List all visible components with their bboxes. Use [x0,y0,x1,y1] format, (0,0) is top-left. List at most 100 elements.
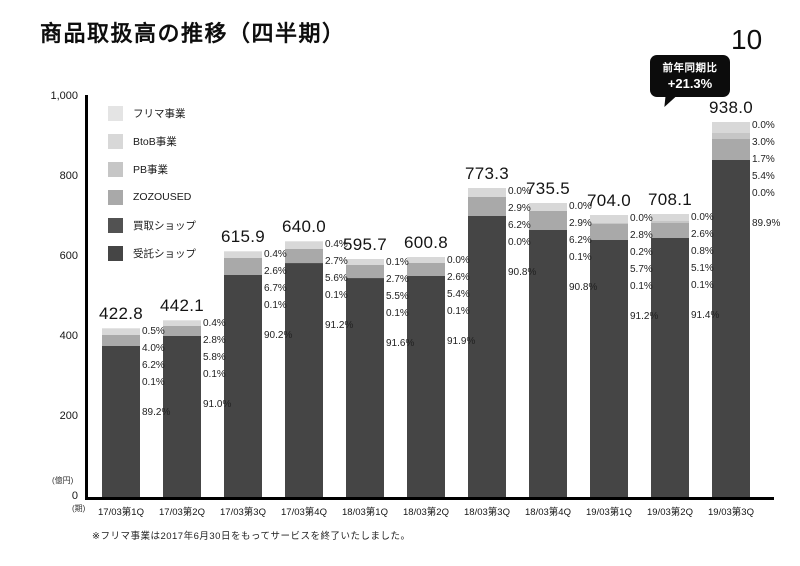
pct-label-furima-jigyo: 0.4% [203,318,226,330]
bar-19/03第2Q [651,213,689,497]
pct-label-btob-jigyo: 2.9% [569,217,592,229]
pct-label-btob-jigyo: 2.6% [691,228,714,240]
pct-label-kaitori-shop: 0.1% [264,299,287,311]
bar-segment-btob-jigyo [712,121,750,134]
bar-value-label: 422.8 [98,303,144,323]
legend-label-pb-jigyo: PB事業 [133,163,169,176]
pct-label-furima-jigyo: 0.0% [630,213,653,225]
bar-pct-labels: 0.4% 2.6% 6.7% 0.1% 90.2% [264,246,292,344]
legend-swatch-btob-jigyo [108,133,123,149]
pct-spacer [203,383,231,396]
bar-segment-zozoused [102,335,140,346]
x-tick-label: 17/03第3Q [220,507,266,518]
pct-label-btob-jigyo: 2.7% [386,273,409,285]
pct-label-zozoused: 6.2% [142,359,165,371]
bar-segment-pb-jigyo [590,223,628,224]
bar-value-label: 615.9 [220,226,266,246]
pct-label-kaitori-shop: 0.1% [203,369,226,381]
pct-label-jutaku-shop: 91.9% [447,335,476,347]
pct-label-furima-jigyo: 0.0% [508,185,531,197]
legend-item-furima-jigyo: フリマ事業 [108,99,196,127]
pct-label-furima-jigyo: 0.0% [447,254,470,266]
bar-segment-furima-jigyo [163,320,201,321]
bar-value-label: 735.5 [525,178,571,198]
pct-label-jutaku-shop: 91.4% [691,309,720,321]
bar-value-label: 704.0 [586,191,632,211]
bar-pct-labels: 0.0% 2.6% 0.8% 5.1% 0.1% 91.4% [691,209,719,324]
legend-label-kaitori-shop: 買取ショップ [133,219,196,232]
bar-18/03第4Q [529,202,567,497]
bar-segment-btob-jigyo [407,256,445,263]
bar-segment-jutaku-shop [163,336,201,497]
pct-label-kaitori-shop: 0.0% [508,236,531,248]
pct-spacer [569,266,597,279]
x-tick-label: 18/03第3Q [464,507,510,518]
bar-segment-jutaku-shop [712,159,750,497]
pct-spacer [142,391,170,404]
bar-segment-jutaku-shop [102,346,140,497]
pct-label-kaitori-shop: 0.1% [569,251,592,263]
y-tick-label: 200 [59,410,78,422]
x-tick-label: 19/03第1Q [586,507,632,518]
y-tick-label: 600 [59,250,78,262]
page-number: 10 [731,24,763,55]
pct-label-jutaku-shop: 89.2% [142,406,171,418]
bar-value-label: 442.1 [159,296,205,316]
bar-segment-jutaku-shop [468,215,506,497]
pct-label-zozoused: 5.4% [447,288,470,300]
pct-spacer [264,314,292,327]
y-tick-label: 800 [59,170,78,182]
pct-label-kaitori-shop: 0.1% [325,290,348,301]
bar-pct-labels: 0.0% 2.6% 5.4% 0.1% 91.9% [447,252,475,350]
pct-spacer [752,202,780,215]
pct-label-zozoused: 5.6% [325,273,348,284]
bar-value-label: 938.0 [708,97,754,117]
x-tick-label: 17/03第1Q [98,507,144,518]
pct-label-kaitori-shop: 0.1% [691,279,714,291]
bar-pct-labels: 0.1% 2.7% 5.5% 0.1% 91.6% [386,254,414,352]
pct-label-furima-jigyo: 0.0% [752,119,775,131]
bar-value-label: 595.7 [342,234,388,254]
bar-segment-zozoused [590,223,628,240]
bar-17/03第3Q [224,250,262,497]
pct-label-furima-jigyo: 0.0% [691,211,714,223]
pct-label-jutaku-shop: 90.8% [508,266,537,278]
x-tick-label: 18/03第1Q [342,507,388,518]
yoy-callout-label: 前年同期比 [662,62,718,74]
bar-segment-jutaku-shop [407,276,445,497]
legend-label-btob-jigyo: BtoB事業 [133,135,177,148]
bar-segment-jutaku-shop [285,263,323,497]
bar-segment-btob-jigyo [468,187,506,197]
bar-pct-labels: 0.0% 3.0% 1.7% 5.4% 0.0% 89.9% [752,117,780,232]
pct-label-btob-jigyo: 2.7% [325,256,348,267]
bar-segment-btob-jigyo [529,202,567,212]
y-tick-label: 1,000 [50,90,78,102]
pct-label-btob-jigyo: 2.8% [630,230,653,242]
legend-item-kaitori-shop: 買取ショップ [108,211,196,239]
pct-spacer [447,320,475,333]
legend-label-zozoused: ZOZOUSED [133,191,192,203]
bar-segment-btob-jigyo [346,258,384,266]
legend-swatch-zozoused [108,189,123,205]
bar-pct-labels: 0.5% 4.0% 6.2% 0.1% 89.2% [142,323,170,421]
pct-label-pb-jigyo: 0.2% [630,247,653,259]
bar-17/03第4Q [285,241,323,497]
bar-segment-zozoused [407,262,445,276]
pct-label-zozoused: 5.1% [691,262,714,274]
bar-pct-labels: 0.0% 2.9% 6.2% 0.1% 90.8% [569,198,597,296]
legend-swatch-pb-jigyo [108,161,123,177]
pct-spacer [691,294,719,307]
pct-label-furima-jigyo: 0.1% [386,256,409,268]
pct-label-zozoused: 5.4% [752,170,775,182]
bar-segment-btob-jigyo [285,242,323,249]
yoy-callout-badge: 前年同期比 +21.3% [650,55,730,107]
pct-spacer [325,304,353,317]
pct-label-zozoused: 6.2% [569,234,592,246]
page-title: 商品取扱高の推移（四半期） [40,21,346,46]
y-tick-label: 0 [71,490,78,502]
bar-18/03第2Q [407,256,445,497]
pct-label-btob-jigyo: 2.6% [264,265,287,277]
legend-item-pb-jigyo: PB事業 [108,155,196,183]
bar-value-label: 640.0 [281,217,327,236]
